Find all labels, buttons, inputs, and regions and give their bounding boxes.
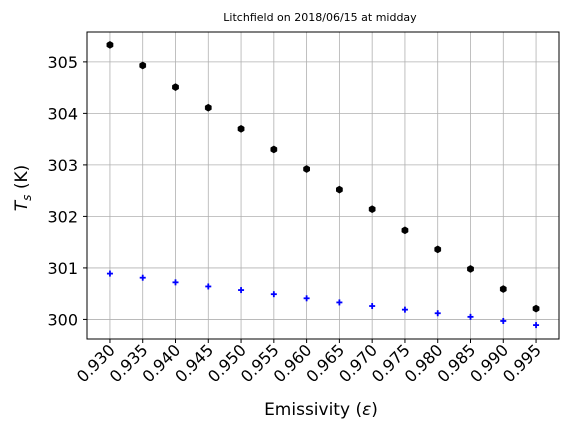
data-point-series-2: [270, 291, 277, 298]
y-tick-label: 300: [47, 310, 78, 329]
data-point-series-1: [401, 226, 409, 235]
y-tick-label: 303: [47, 156, 78, 175]
data-point-series-1: [106, 40, 114, 49]
data-point-series-2: [500, 317, 507, 324]
data-point-series-2: [238, 287, 245, 294]
y-tick-label: 304: [47, 104, 78, 123]
data-point-series-2: [336, 299, 343, 306]
data-point-series-2: [106, 270, 113, 277]
plot-frame: [86, 31, 560, 340]
chart-title: Litchfield on 2018/06/15 at midday: [223, 11, 417, 24]
data-point-series-1: [499, 285, 507, 293]
data-point-series-1: [270, 145, 278, 154]
data-points: [106, 40, 540, 329]
data-point-series-1: [303, 165, 310, 173]
data-point-series-2: [401, 306, 408, 313]
data-point-series-1: [467, 265, 474, 273]
x-tick-label: 0.995: [499, 340, 545, 386]
data-point-series-2: [533, 322, 540, 329]
data-point-series-2: [467, 313, 474, 320]
y-tick-label: 301: [47, 259, 78, 278]
data-point-series-1: [434, 245, 442, 254]
x-axis-label: Emissivity (ε): [264, 400, 378, 420]
data-point-series-2: [139, 274, 146, 281]
data-point-series-2: [205, 283, 212, 290]
data-point-series-2: [172, 279, 179, 286]
grid: [87, 32, 559, 339]
data-point-series-1: [368, 205, 376, 214]
data-point-series-2: [303, 295, 310, 302]
data-point-series-1: [532, 304, 540, 313]
data-point-series-1: [336, 185, 343, 194]
data-point-series-1: [172, 83, 179, 92]
y-axis-label: Ts (K): [12, 165, 34, 211]
data-point-series-1: [204, 103, 212, 112]
data-point-series-2: [369, 303, 376, 310]
data-point-series-1: [237, 124, 245, 133]
y-tick-label: 302: [47, 207, 78, 226]
y-tick-label: 305: [47, 53, 78, 72]
data-point-series-1: [139, 61, 147, 70]
data-point-series-2: [434, 310, 441, 317]
